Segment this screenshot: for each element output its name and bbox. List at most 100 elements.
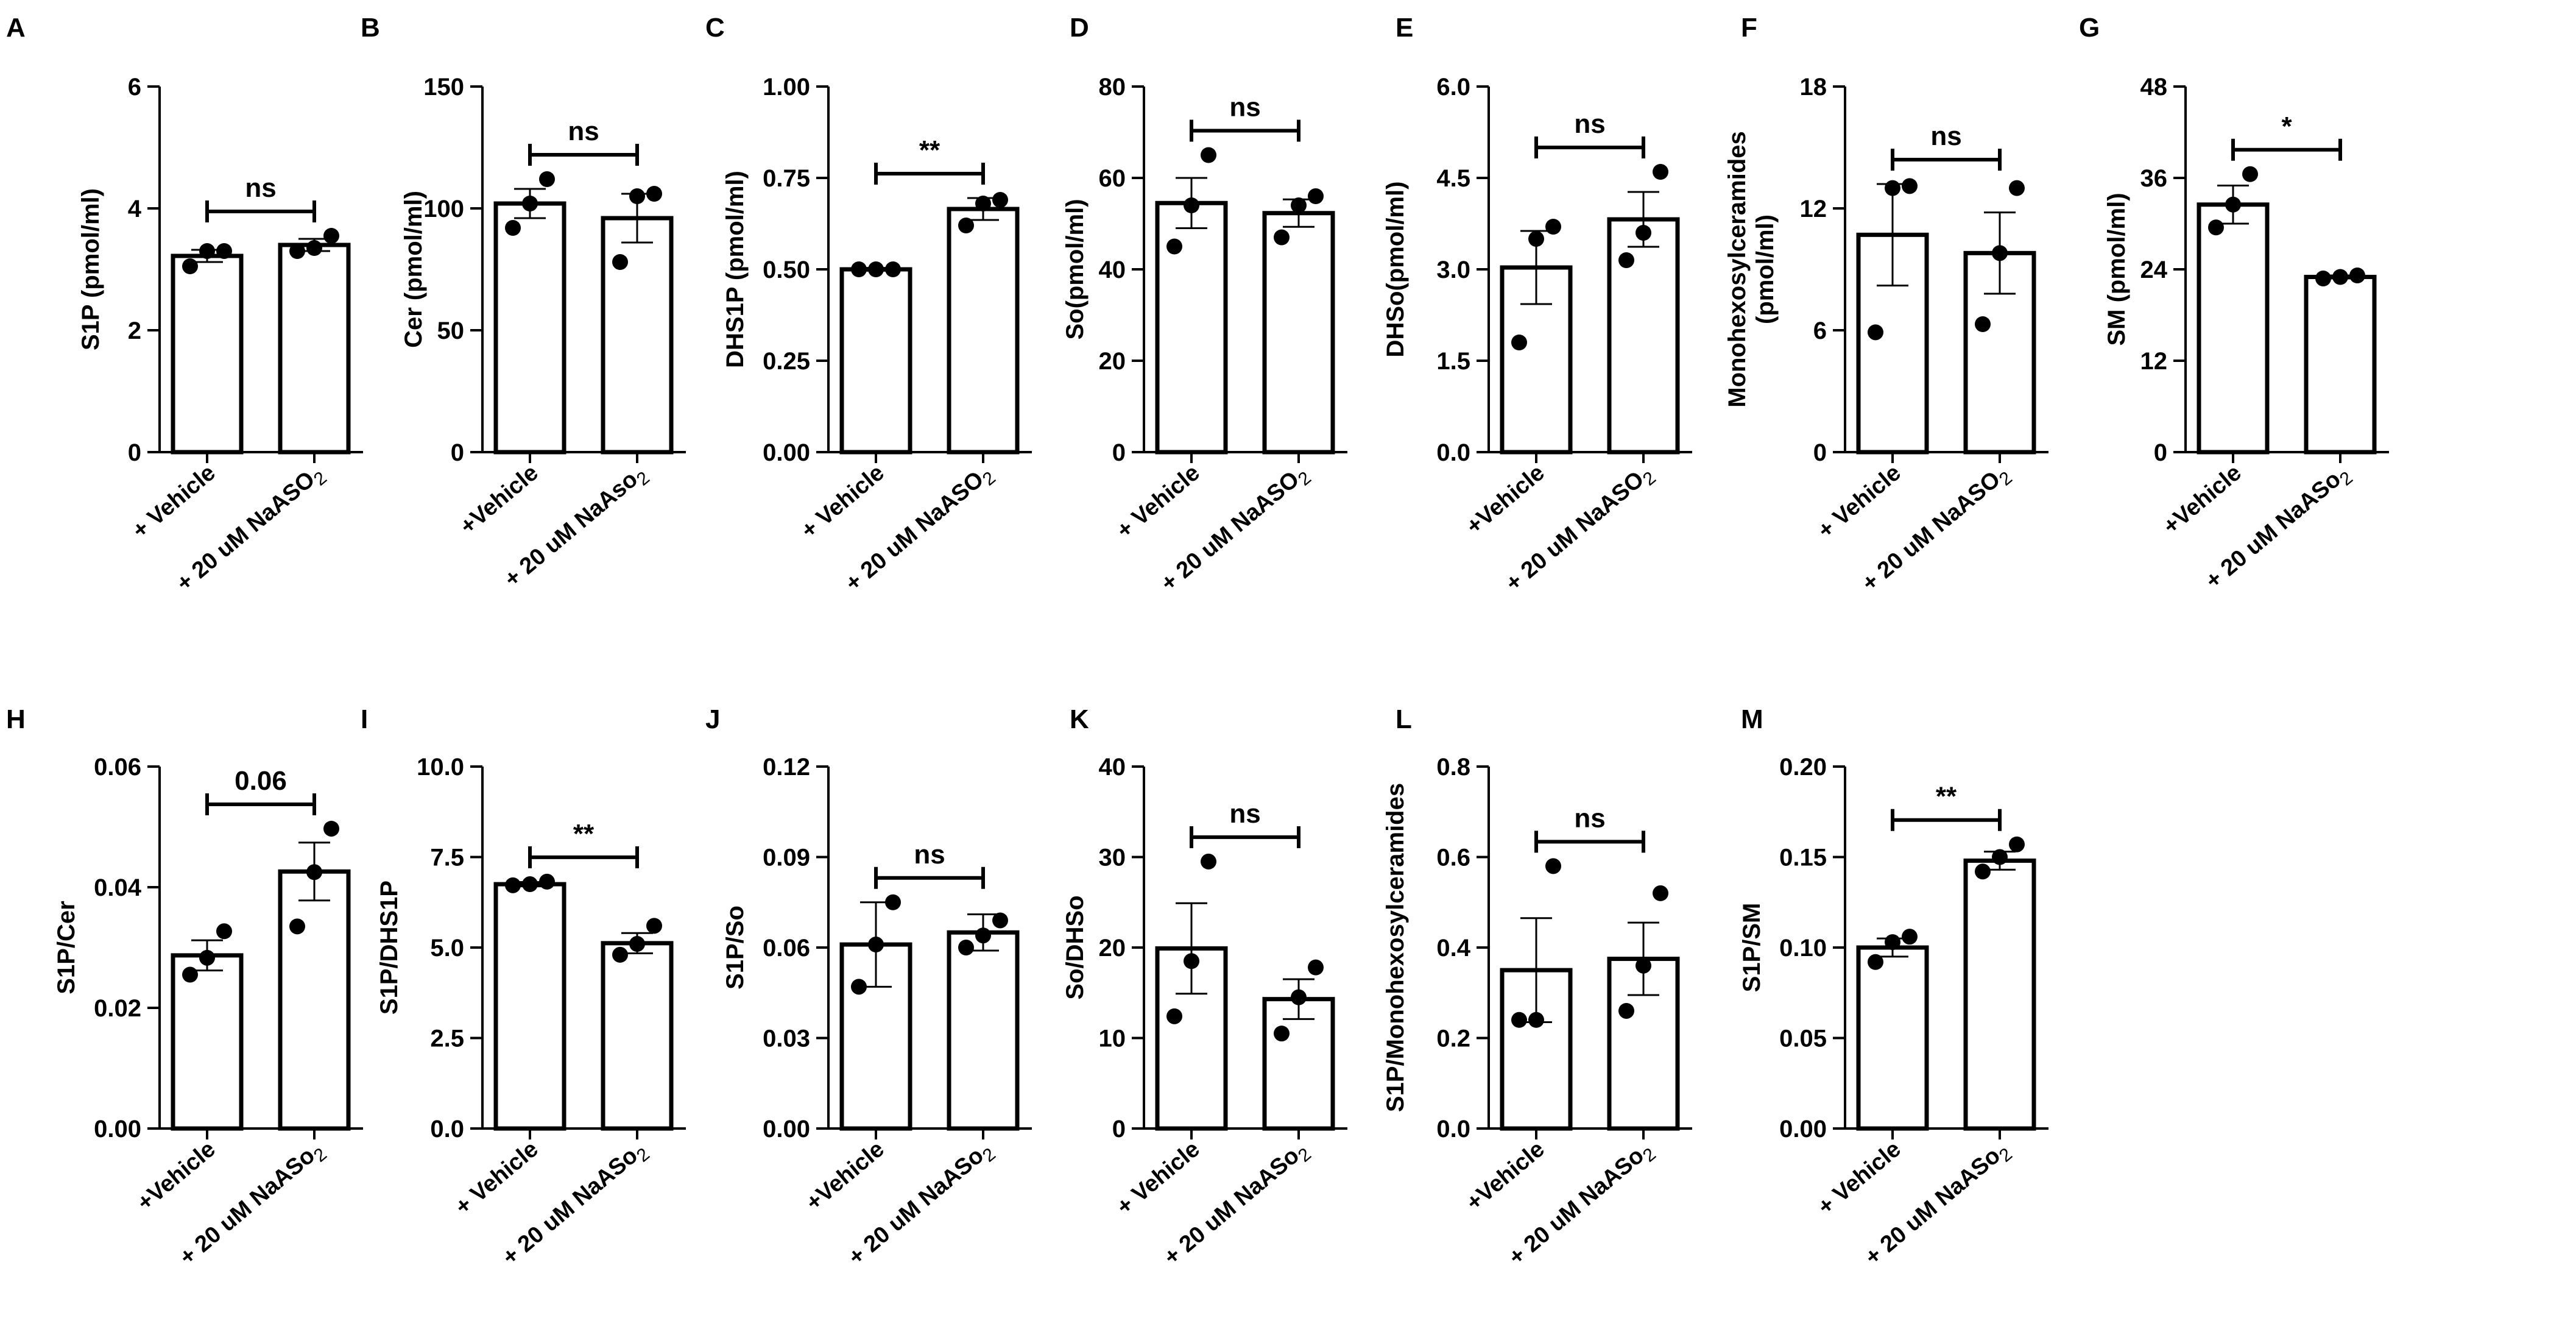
panel-i-y-tick-label: 10.0 [417,754,464,781]
panel-m-significance-label: ** [1936,782,1957,812]
panel-c-data-point [992,192,1008,208]
panel-d-data-point [1291,197,1307,213]
panel-l-data-point [1636,957,1651,974]
panel-i-data-point [612,946,628,963]
panel-c-y-tick-label: 0.00 [763,439,810,466]
panel-l-data-point [1528,1012,1544,1028]
panel-h-letter: H [6,704,26,734]
panel-a-y-tick-label: 2 [128,317,141,344]
panel-e-data-point [1653,164,1668,180]
panel-i-y-tick-label: 5.0 [430,935,464,962]
panel-e-y-tick-label: 0.0 [1436,439,1470,466]
panel-a-data-point [323,228,339,244]
panel-c-y-tick-label: 1.00 [763,74,810,101]
panel-a-letter: A [6,13,26,43]
panel-f: F 0 6 12 18 Monohexosylceramides (pmol/ml) + Ve… [1724,13,2048,597]
panel-k-y-tick-label: 40 [1099,754,1126,781]
panel-m-letter: M [1741,704,1763,734]
panel-i-y-tick-label: 2.5 [430,1026,464,1052]
panel-k-y-tick-label: 0 [1112,1116,1126,1143]
panel-k-y-tick-label: 10 [1099,1026,1126,1052]
panel-f-y-tick-label: 0 [1813,439,1827,466]
panel-c-y-axis-label: DHS1P (pmol/ml) [722,171,749,368]
panel-l-data-point [1545,858,1561,874]
panel-b-bar-2 [601,216,674,455]
panel-e-y-tick-label: 1.5 [1436,348,1470,375]
panel-d-data-point [1201,147,1216,163]
panel-g-bar-2 [2304,275,2377,455]
panel-h-y-tick-label: 0.06 [94,754,141,781]
panel-b-y-tick-label: 50 [437,317,465,344]
panel-i-bar-1 [493,882,566,1131]
panel-c-bar-2 [947,207,1020,455]
panel-c-letter: C [705,13,725,43]
panel-f-y-tick-label: 6 [1813,317,1827,344]
panel-c-y-tick-label: 0.25 [763,348,810,375]
panel-j-y-tick-label: 0.09 [763,845,810,871]
panel-a-data-point [216,243,232,259]
panel-f-y-axis-label: (pmol/ml) [1752,214,1779,324]
panel-m-data-point [1868,954,1883,970]
panel-g-y-tick-label: 12 [2140,348,2168,375]
panel-f-y-tick-label: 12 [1800,196,1827,222]
panel-m-y-tick-label: 0.20 [1779,754,1827,781]
panel-g-y-tick-label: 0 [2154,439,2167,466]
panel-d-letter: D [1070,13,1089,43]
panel-g-bar-1 [2197,202,2270,455]
panel-f-data-point [1975,316,1991,332]
panel-c-data-point [975,196,991,211]
panel-h-data-point [323,820,339,837]
panel-j-data-point [958,940,974,955]
panel-g-y-tick-label: 36 [2140,165,2168,192]
panel-c-data-point [958,218,974,233]
panel-f-data-point [1885,180,1900,196]
panel-i-data-point [646,918,662,934]
panel-k-y-axis-label: So/DHSo [1062,895,1089,999]
panel-i-data-point [522,876,538,893]
panel-h-bar-1 [171,953,244,1131]
panel-m-y-tick-label: 0.10 [1779,935,1827,962]
panel-k-y-tick-label: 30 [1099,845,1126,871]
panel-k-data-point [1184,953,1199,969]
panel-d-y-axis-label: So(pmol/ml) [1062,199,1089,339]
panel-e-data-point [1545,219,1561,235]
panel-e-letter: E [1396,13,1413,43]
panel-c-significance-label: ** [919,135,940,165]
panel-h-data-point [199,949,215,966]
panel-i-data-point [629,936,645,952]
panel-b-bar-1 [493,201,566,455]
panel-k-data-point [1308,959,1324,976]
panel-b-data-point [646,186,662,202]
panel-b-data-point [539,171,555,187]
panel-l-y-tick-label: 0.0 [1436,1116,1470,1143]
panel-j-letter: J [705,704,720,734]
panel-i-data-point [539,873,555,890]
panel-g-category-label: +Vehicle [2158,460,2246,540]
panel-g-data-point [2315,271,2331,286]
panel-j-data-point [992,912,1008,929]
panel-m-category-label: + Vehicle [1813,1136,1905,1220]
panel-a-y-tick-label: 0 [128,439,141,466]
panel-e-y-tick-label: 4.5 [1436,165,1470,192]
panel-l-letter: L [1396,704,1412,734]
panel-h-data-point [182,966,198,983]
panel-m-bar-1 [1856,945,1929,1131]
panel-b-data-point [522,196,538,211]
panel-e-category-label: +Vehicle [1461,460,1549,540]
panel-e-y-tick-label: 6.0 [1436,74,1470,101]
panel-a-data-point [289,243,305,259]
panel-i-letter: I [361,704,368,734]
panel-b-y-axis-label: Cer (pmol/ml) [400,191,427,348]
panel-m-y-tick-label: 0.15 [1779,845,1827,871]
panel-b-y-tick-label: 150 [423,74,464,101]
panel-h-y-axis-label: S1P/Cer [53,901,80,994]
panel-l-y-tick-label: 0.2 [1436,1026,1470,1052]
panel-g-data-point [2349,268,2365,283]
panel-l-y-tick-label: 0.6 [1436,845,1470,871]
panel-f-significance-label: ns [1930,121,1961,151]
panel-h-y-tick-label: 0.00 [94,1116,141,1143]
panel-b-y-tick-label: 0 [451,439,464,466]
